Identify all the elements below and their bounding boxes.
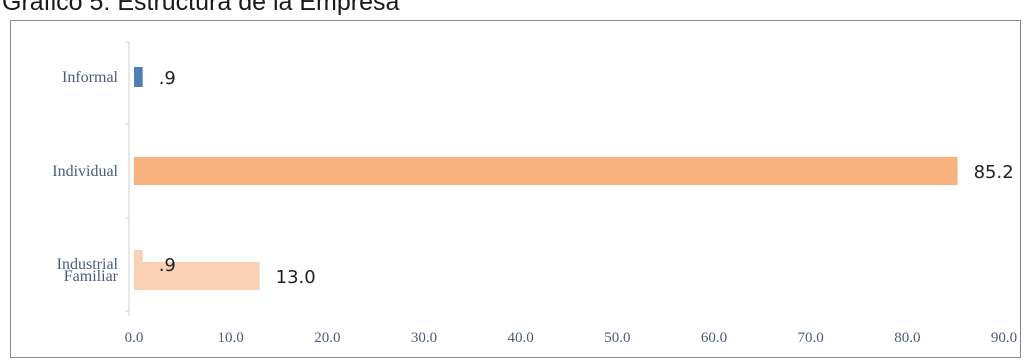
bar-informal bbox=[134, 67, 143, 87]
x-tick-label: 80.0 bbox=[894, 330, 920, 346]
x-tick-label: 50.0 bbox=[604, 330, 630, 346]
chart-title: Gráfico 5: Estructura de la Empresa bbox=[2, 0, 400, 16]
x-tick-label: 10.0 bbox=[218, 330, 244, 346]
x-tick-label: 20.0 bbox=[314, 330, 340, 346]
bar-individual bbox=[134, 157, 958, 185]
x-tick-label: 60.0 bbox=[701, 330, 727, 346]
data-label: 13.0 bbox=[276, 267, 316, 288]
data-label: .9 bbox=[159, 68, 176, 89]
data-label: .9 bbox=[159, 255, 176, 276]
bar-familiar bbox=[134, 262, 260, 290]
category-label: Individual bbox=[52, 163, 118, 180]
category-label: Industrial bbox=[57, 256, 119, 273]
chart-frame bbox=[10, 20, 1021, 358]
x-tick-label: 40.0 bbox=[508, 330, 534, 346]
x-tick-label: 90.0 bbox=[991, 330, 1017, 346]
x-tick-label: 0.0 bbox=[125, 330, 144, 346]
data-label: 85.2 bbox=[974, 162, 1014, 183]
category-label: Familiar bbox=[64, 268, 119, 285]
x-tick-label: 30.0 bbox=[411, 330, 437, 346]
x-tick-label: 70.0 bbox=[798, 330, 824, 346]
chart-bars bbox=[134, 67, 958, 290]
chart-labels: 0.0 10.0 20.0 30.0 40.0 50.0 60.0 70.0 80.0 90.0 I… bbox=[52, 68, 1017, 346]
chart-axes bbox=[125, 41, 130, 316]
category-label: Informal bbox=[62, 69, 119, 86]
